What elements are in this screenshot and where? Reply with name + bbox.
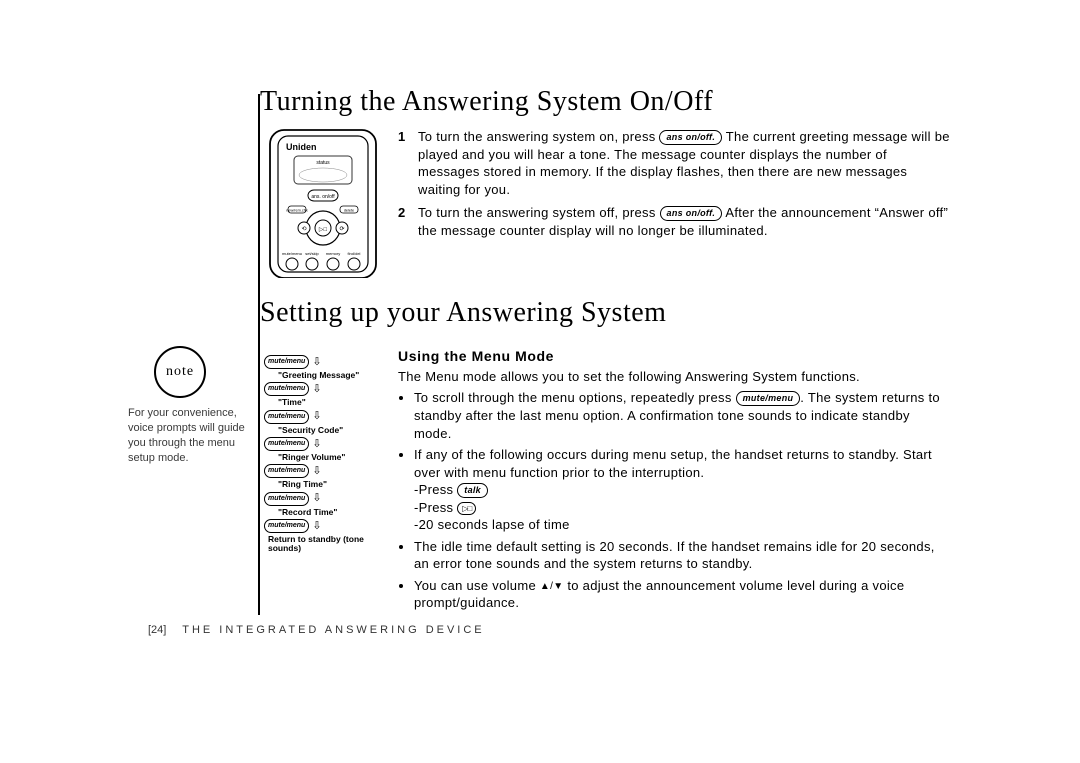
down-arrow-icon: ⇩	[312, 357, 321, 368]
page-number: [24]	[148, 624, 166, 636]
mute-menu-button-icon: mute/menu	[736, 391, 801, 406]
note-label: note	[166, 364, 194, 380]
step-2: 2 To turn the answering system off, pres…	[398, 204, 950, 239]
menu-item-label: "Time"	[264, 398, 384, 407]
mute-menu-icon: mute/menu	[264, 492, 309, 506]
down-arrow-icon: ⇩	[312, 439, 321, 450]
svg-text:find/del: find/del	[348, 251, 361, 256]
list-item: The idle time default setting is 20 seco…	[414, 538, 950, 573]
text: -Press	[414, 482, 457, 497]
text: -20 seconds lapse of time	[414, 517, 570, 532]
svg-text:ans. on/off: ans. on/off	[311, 194, 335, 200]
menu-step: mute/menu⇩	[264, 437, 384, 451]
menu-step: mute/menu⇩	[264, 492, 384, 506]
step-text: To turn the answering system off, press …	[418, 204, 950, 239]
down-arrow-icon: ⇩	[312, 466, 321, 477]
step-1: 1 To turn the answering system on, press…	[398, 128, 950, 198]
section2-body: Using the Menu Mode The Menu mode allows…	[398, 339, 950, 616]
menu-step: mute/menu⇩	[264, 464, 384, 478]
menu-item-label: "Security Code"	[264, 426, 384, 435]
bullet-list: To scroll through the menu options, repe…	[398, 389, 950, 612]
text: The idle time default setting is 20 seco…	[414, 539, 935, 572]
volume-up-down-icon: ▲/▼	[540, 580, 563, 594]
svg-text:set/skip: set/skip	[305, 251, 319, 256]
svg-text:new/rem.chk: new/rem.chk	[286, 209, 308, 213]
step-number: 1	[398, 128, 412, 198]
text: You can use volume	[414, 578, 540, 593]
section1-body: 1 To turn the answering system on, press…	[398, 128, 950, 283]
press-line: -Press talk	[414, 482, 488, 497]
menu-step: mute/menu⇩	[264, 382, 384, 396]
svg-text:⟳: ⟳	[339, 227, 344, 233]
mute-menu-icon: mute/menu	[264, 410, 309, 424]
menu-item-label: "Ringer Volume"	[264, 453, 384, 462]
svg-text:▷□: ▷□	[319, 227, 328, 233]
down-arrow-icon: ⇩	[312, 493, 321, 504]
section2-title: Setting up your Answering System	[260, 297, 950, 329]
mute-menu-icon: mute/menu	[264, 355, 309, 369]
intro-text: The Menu mode allows you to set the foll…	[398, 368, 950, 386]
menu-step: mute/menu⇩	[264, 519, 384, 533]
menu-flow-diagram: mute/menu⇩ "Greeting Message" mute/menu⇩…	[264, 339, 384, 616]
section2-row: mute/menu⇩ "Greeting Message" mute/menu⇩…	[260, 339, 950, 616]
down-arrow-icon: ⇩	[312, 384, 321, 395]
press-line: -Press ▷□	[414, 500, 476, 515]
text: To scroll through the menu options, repe…	[414, 390, 736, 405]
list-item: To scroll through the menu options, repe…	[414, 389, 950, 442]
list-item: If any of the following occurs during me…	[414, 446, 950, 534]
mute-menu-icon: mute/menu	[264, 464, 309, 478]
subhead: Using the Menu Mode	[398, 347, 950, 366]
text: -Press	[414, 500, 457, 515]
talk-button-icon: talk	[457, 483, 488, 498]
note-badge: note	[154, 346, 206, 398]
text: If any of the following occurs during me…	[414, 447, 932, 480]
ans-onoff-button-icon: ans on/off.	[659, 130, 722, 145]
svg-text:delete: delete	[344, 209, 354, 213]
brand-label: Uniden	[286, 142, 317, 152]
text: To turn the answering system off, press	[418, 205, 660, 220]
list-item: You can use volume ▲/▼ to adjust the ann…	[414, 577, 950, 612]
mute-menu-icon: mute/menu	[264, 437, 309, 451]
play-stop-icon: ▷□	[457, 502, 476, 515]
menu-step: mute/menu⇩	[264, 410, 384, 424]
menu-step: mute/menu⇩	[264, 355, 384, 369]
menu-item-label: "Record Time"	[264, 508, 384, 517]
menu-item-label: "Ring Time"	[264, 480, 384, 489]
footer-title: THE INTEGRATED ANSWERING DEVICE	[182, 624, 484, 636]
ans-onoff-button-icon: ans on/off.	[660, 206, 723, 221]
section1-title: Turning the Answering System On/Off	[260, 86, 950, 118]
down-arrow-icon: ⇩	[312, 521, 321, 532]
down-arrow-icon: ⇩	[312, 411, 321, 422]
page-footer: [24] THE INTEGRATED ANSWERING DEVICE	[148, 624, 485, 636]
svg-text:⟲: ⟲	[301, 227, 306, 233]
menu-item-label: "Greeting Message"	[264, 371, 384, 380]
mute-menu-icon: mute/menu	[264, 519, 309, 533]
device-illustration: Uniden status ans. on/off new/rem.chk de…	[264, 128, 384, 283]
menu-item-label: Return to standby (tone sounds)	[264, 535, 384, 554]
manual-page: note For your convenience, voice prompts…	[0, 0, 1080, 763]
svg-text:mute/menu: mute/menu	[282, 251, 302, 256]
main-content: Turning the Answering System On/Off Unid…	[260, 86, 950, 630]
mute-menu-icon: mute/menu	[264, 382, 309, 396]
text: To turn the answering system on, press	[418, 129, 659, 144]
svg-text:memory: memory	[326, 251, 340, 256]
section1-row: Uniden status ans. on/off new/rem.chk de…	[260, 128, 950, 283]
note-body: For your convenience, voice prompts will…	[128, 406, 248, 465]
step-number: 2	[398, 204, 412, 239]
step-text: To turn the answering system on, press a…	[418, 128, 950, 198]
svg-text:status: status	[316, 160, 330, 166]
